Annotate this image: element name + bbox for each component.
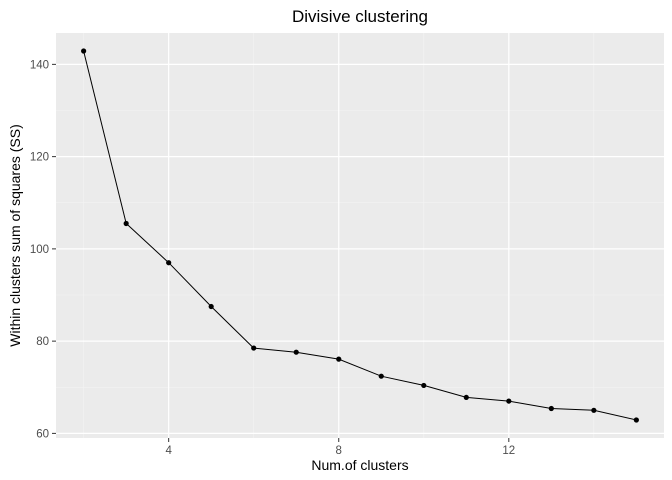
series-line [83, 50, 637, 421]
data-point [208, 303, 214, 310]
data-point [421, 382, 427, 389]
major-gridlines [56, 33, 664, 438]
data-point [463, 394, 469, 401]
x-tick-label: 4 [165, 445, 172, 457]
data-point [251, 345, 257, 351]
data-point [166, 260, 172, 266]
x-tick-label: 12 [502, 445, 515, 457]
y-tick-label: 60 [36, 428, 49, 440]
data-point [506, 398, 512, 404]
data-point [378, 373, 384, 379]
y-tick-label: 80 [36, 336, 49, 348]
panel-background [56, 33, 664, 438]
x-tick-label: 8 [336, 445, 342, 457]
y-axis-title: Within clusters sum of squares (SS) [7, 124, 23, 347]
data-point [548, 405, 554, 412]
data-point [591, 407, 597, 413]
data-point [123, 220, 129, 227]
y-tick-label: 140 [30, 59, 49, 71]
minor-gridlines [56, 33, 664, 438]
data-points [81, 48, 639, 423]
data-point [633, 417, 639, 423]
x-axis-title: Num.of clusters [311, 457, 408, 473]
y-tick-label: 100 [30, 244, 49, 256]
data-point [81, 48, 87, 54]
data-point [336, 356, 342, 362]
data-point [293, 349, 299, 355]
tick-labels: 4 8 12 60 80 100 120 140 [30, 59, 515, 457]
y-tick-label: 120 [30, 152, 49, 164]
chart-title: Divisive clustering [292, 7, 428, 26]
axis-ticks [52, 63, 510, 442]
